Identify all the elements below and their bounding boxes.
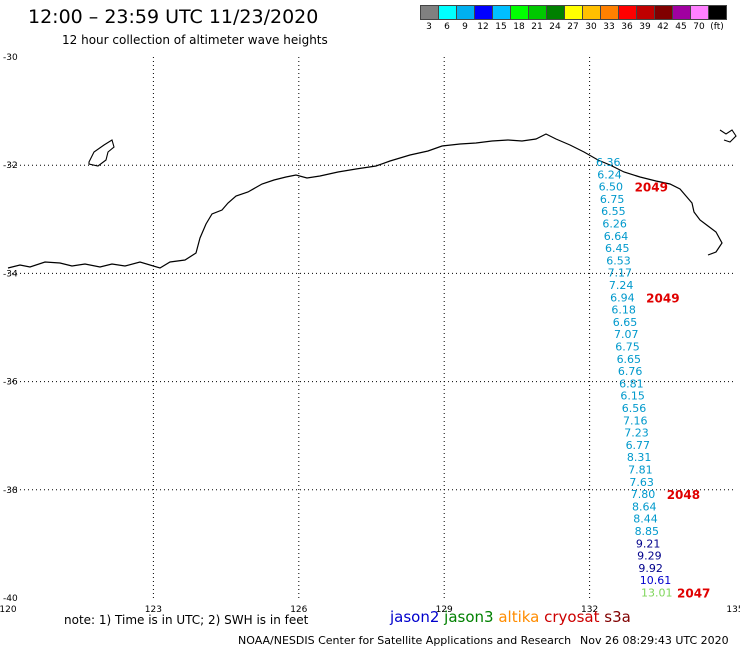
island-outline xyxy=(89,140,114,166)
pass-number: 2049 xyxy=(635,181,668,195)
latitude-label: -32 xyxy=(3,161,18,171)
swh-value: 6.94 xyxy=(610,291,635,304)
swh-value: 6.53 xyxy=(606,254,631,267)
latitude-label: -38 xyxy=(3,486,18,496)
satellite-legend-jason2: jason2 xyxy=(390,608,439,626)
swh-value: 7.80 xyxy=(631,488,656,501)
satellite-legend-s3a: s3a xyxy=(600,608,631,626)
headland-outline xyxy=(720,130,736,142)
swh-value: 6.76 xyxy=(618,365,643,378)
pass-number: 2048 xyxy=(667,488,700,502)
latitude-label: -30 xyxy=(3,53,18,63)
swh-value: 8.64 xyxy=(632,500,657,513)
generation-timestamp: Nov 26 08:29:43 UTC 2020 xyxy=(580,634,729,647)
swh-value: 8.44 xyxy=(633,513,658,526)
swh-value: 7.81 xyxy=(628,464,653,477)
satellite-legend-altika: altika xyxy=(494,608,540,626)
swh-value: 7.17 xyxy=(608,267,633,280)
swh-value: 6.55 xyxy=(601,205,626,218)
swh-value: 6.81 xyxy=(619,377,644,390)
satellite-legend-jason3: jason3 xyxy=(439,608,493,626)
swh-value: 7.24 xyxy=(609,279,634,292)
swh-value: 9.21 xyxy=(636,537,661,550)
swh-value: 6.56 xyxy=(622,402,647,415)
swh-value: 6.64 xyxy=(604,230,629,243)
swh-value: 7.16 xyxy=(623,414,648,427)
swh-value: 8.31 xyxy=(627,451,652,464)
swh-value: 6.18 xyxy=(611,304,636,317)
swh-value: 9.92 xyxy=(638,562,663,575)
pass-number: 2049 xyxy=(646,291,679,305)
pass-number: 2047 xyxy=(677,587,710,601)
satellite-legend: jason2 jason3 altika cryosat s3a xyxy=(390,608,631,626)
swh-value: 6.26 xyxy=(602,218,627,231)
swh-value: 6.75 xyxy=(615,341,640,354)
swh-value: 6.65 xyxy=(617,353,642,366)
credit-line: NOAA/NESDIS Center for Satellite Applica… xyxy=(238,634,571,647)
longitude-label: 120 xyxy=(0,605,17,615)
swh-value: 6.50 xyxy=(599,181,624,194)
swh-value: 7.63 xyxy=(629,476,654,489)
satellite-legend-cryosat: cryosat xyxy=(539,608,599,626)
swh-value: 7.23 xyxy=(624,427,649,440)
swh-value: 13.01 xyxy=(641,587,673,600)
swh-value: 7.07 xyxy=(614,328,639,341)
swh-value: 10.61 xyxy=(640,574,672,587)
swh-value: 6.45 xyxy=(605,242,630,255)
footer-note: note: 1) Time is in UTC; 2) SWH is in fe… xyxy=(64,613,308,627)
swh-value: 6.77 xyxy=(626,439,651,452)
latitude-label: -34 xyxy=(3,269,18,279)
latitude-label: -40 xyxy=(3,594,18,604)
satellite-track-values: 6.366.246.506.756.556.266.646.456.537.17… xyxy=(596,156,673,600)
swh-value: 6.15 xyxy=(620,390,645,403)
swh-value: 8.85 xyxy=(635,525,660,538)
longitude-label: 135 xyxy=(726,605,740,615)
swh-value: 9.29 xyxy=(637,550,662,563)
latitude-label: -36 xyxy=(3,378,18,388)
wave-height-map[interactable]: 120123126129132135-30-32-34-36-38-40 6.3… xyxy=(0,0,740,650)
swh-value: 6.65 xyxy=(613,316,638,329)
swh-value: 6.75 xyxy=(600,193,625,206)
swh-value: 6.24 xyxy=(597,168,622,181)
swh-value: 6.36 xyxy=(596,156,621,169)
